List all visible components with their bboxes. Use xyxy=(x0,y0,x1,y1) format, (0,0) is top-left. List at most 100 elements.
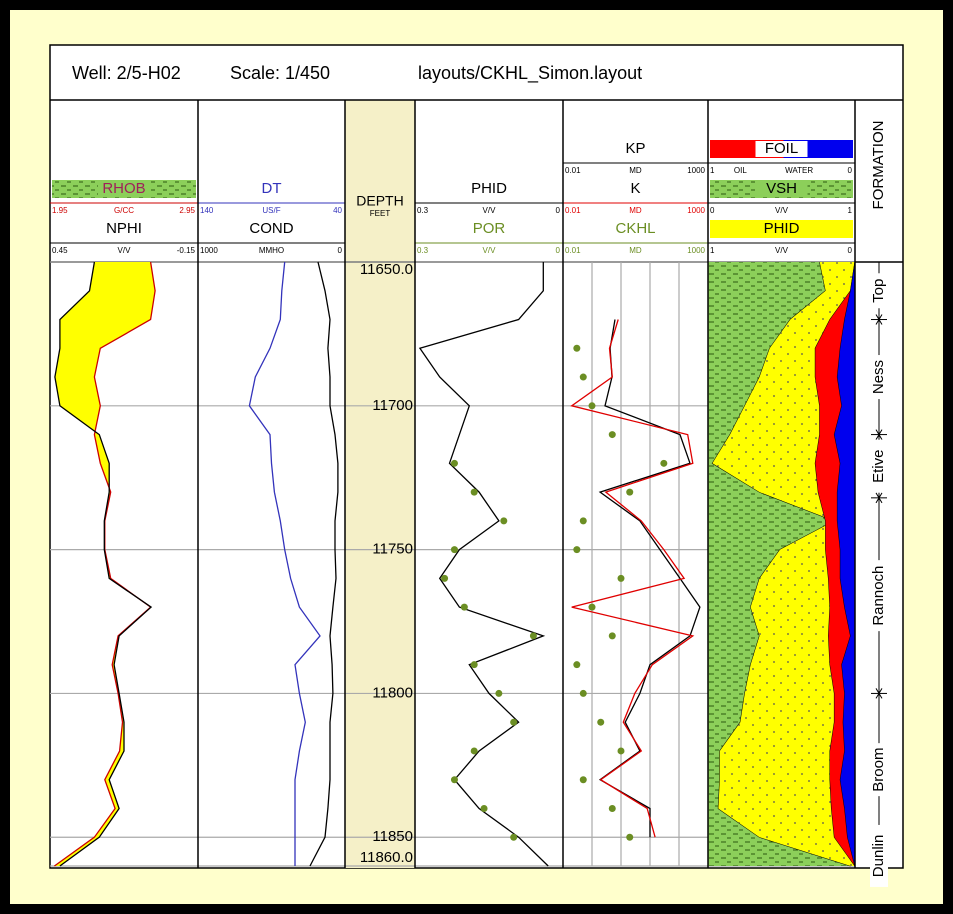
data-point xyxy=(579,776,587,784)
data-point xyxy=(579,689,587,697)
formation-arrow xyxy=(875,492,883,504)
formation-name: Top xyxy=(870,279,887,303)
scale-max: 1000 xyxy=(687,166,705,175)
scale-min: 0.01 xyxy=(565,246,581,255)
scale-unit: WATER xyxy=(785,166,813,175)
data-point xyxy=(510,833,518,841)
layout-file: layouts/CKHL_Simon.layout xyxy=(418,63,642,84)
scale-unit: MD xyxy=(629,166,642,175)
data-point xyxy=(470,661,478,669)
scale-max: 2.95 xyxy=(179,206,195,215)
scale-min: 0.3 xyxy=(417,246,429,255)
depth-label: 11650.0 xyxy=(360,261,413,278)
data-point xyxy=(470,747,478,755)
curve-name: COND xyxy=(249,220,293,237)
curve xyxy=(248,261,321,866)
data-point xyxy=(460,603,468,611)
data-point xyxy=(480,804,488,812)
scale-min: 140 xyxy=(200,206,214,215)
formation-label-bg xyxy=(870,743,888,797)
formation-name: Broom xyxy=(870,748,887,792)
scale-min: 0 xyxy=(710,206,715,215)
scale-unit: MMHO xyxy=(259,246,284,255)
data-point xyxy=(626,488,634,496)
scale-max: 1 xyxy=(848,206,853,215)
data-point xyxy=(573,546,581,554)
data-point xyxy=(597,718,605,726)
scale-unit: V/V xyxy=(118,246,132,255)
data-point xyxy=(529,632,537,640)
formation-label-bg xyxy=(870,355,888,400)
depth-label: 11860.0 xyxy=(360,849,413,866)
label-box xyxy=(755,141,808,157)
data-point xyxy=(573,661,581,669)
formation-name: Ness xyxy=(870,360,887,394)
depth-label: 11750 xyxy=(372,541,413,558)
curve xyxy=(54,261,153,867)
depth-track-bg xyxy=(345,100,415,868)
curve-name: PHID xyxy=(764,220,800,237)
depth-label: 11800 xyxy=(372,684,413,701)
data-point xyxy=(588,402,596,410)
scale-max: -0.15 xyxy=(177,246,196,255)
data-point xyxy=(495,689,503,697)
curve-name: NPHI xyxy=(106,220,142,237)
scale-max: 0 xyxy=(556,206,561,215)
curve xyxy=(54,261,156,867)
scale-min: 1.95 xyxy=(52,206,68,215)
scale-max: 1000 xyxy=(687,206,705,215)
scale-min: 0.45 xyxy=(52,246,68,255)
scale-max: 0 xyxy=(848,166,853,175)
area xyxy=(815,262,855,866)
data-point xyxy=(450,459,458,467)
formation-name: Etive xyxy=(870,450,887,483)
depth-unit: FEET xyxy=(370,209,391,218)
formation-arrow xyxy=(875,314,883,325)
crossover-fill xyxy=(54,262,156,866)
data-point xyxy=(510,718,518,726)
data-point xyxy=(660,459,668,467)
depth-label: 11700 xyxy=(372,397,413,414)
curve-name: KP xyxy=(625,140,645,157)
scale-unit: OIL xyxy=(734,166,747,175)
scale-max: 0 xyxy=(556,246,561,255)
scale-unit: US/F xyxy=(262,206,280,215)
data-point xyxy=(470,488,478,496)
formation-arrow xyxy=(875,688,883,699)
data-point xyxy=(500,517,508,525)
scale-min: 1000 xyxy=(200,246,218,255)
scale-unit: MD xyxy=(629,246,642,255)
scale-unit: MD xyxy=(629,206,642,215)
scale-min: 0.3 xyxy=(417,206,429,215)
depth-label: 11850 xyxy=(372,828,413,845)
data-point xyxy=(617,747,625,755)
data-point xyxy=(450,546,458,554)
label-box xyxy=(755,181,808,197)
data-point xyxy=(617,574,625,582)
depth-title: DEPTH xyxy=(356,193,403,209)
curve xyxy=(418,262,549,867)
formation-name: Rannoch xyxy=(870,566,887,626)
curve-name: DT xyxy=(262,180,282,197)
formation-arrow xyxy=(875,429,883,440)
formation-label-bg xyxy=(870,273,888,309)
well-name: Well: 2/5-H02 xyxy=(72,63,181,83)
scale-min: 1 xyxy=(710,166,715,175)
formation-name: Dunlin xyxy=(870,835,887,878)
curve-name: POR xyxy=(473,220,506,237)
curve-name: CKHL xyxy=(615,220,655,237)
area xyxy=(708,262,851,866)
data-point xyxy=(588,603,596,611)
scale-unit: V/V xyxy=(483,246,497,255)
label-box xyxy=(755,221,808,237)
data-point xyxy=(573,344,581,352)
data-point xyxy=(441,574,449,582)
tracks: 11650.0 11700 11750 11800 11850 11860.0 RHOB 1.… xyxy=(50,100,888,887)
data-point xyxy=(450,776,458,784)
formation-label-bg xyxy=(870,824,888,887)
data-point xyxy=(608,804,616,812)
formation-label-bg xyxy=(870,560,888,632)
data-point xyxy=(608,632,616,640)
curve xyxy=(598,319,701,838)
